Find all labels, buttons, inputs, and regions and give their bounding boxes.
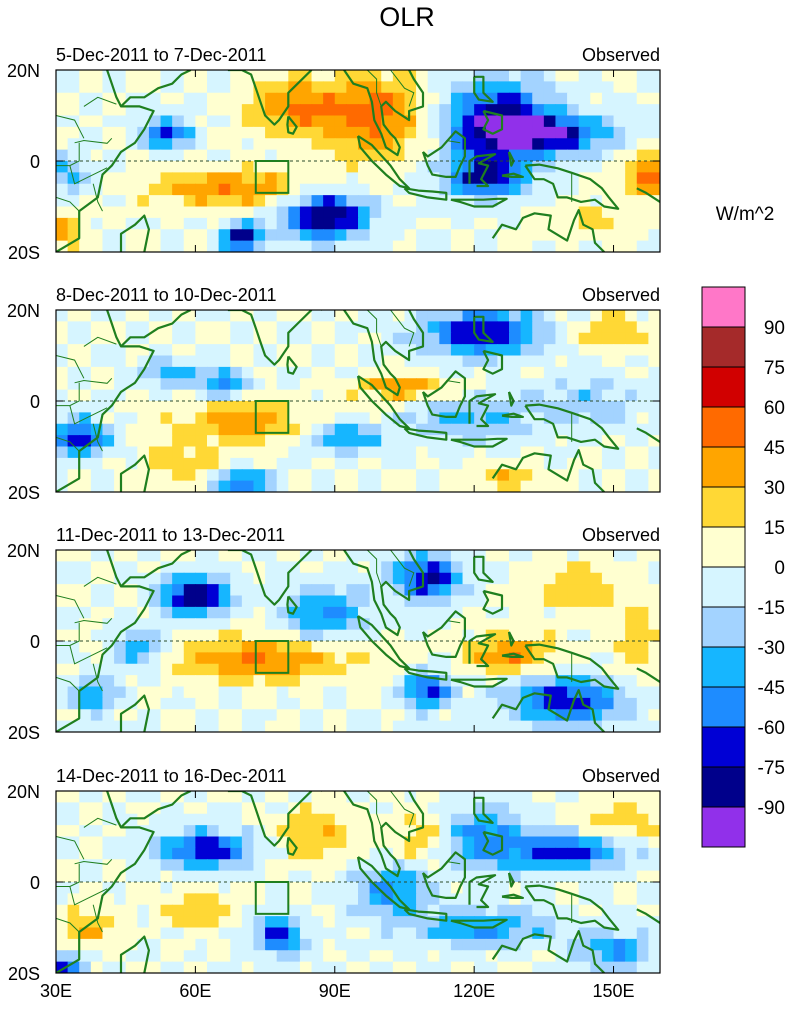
panel-period-label: 14-Dec-2011 to 16-Dec-2011 xyxy=(56,766,286,786)
colorbar-label: 15 xyxy=(764,518,785,539)
olr-anomaly-field xyxy=(56,791,660,973)
y-tick-label: 20N xyxy=(7,61,40,81)
olr-anomaly-field xyxy=(56,70,660,252)
index-box xyxy=(254,640,290,674)
colorbar-swatch xyxy=(701,566,746,608)
x-tick-label: 120E xyxy=(453,981,495,1001)
x-tick-label: 150E xyxy=(593,981,635,1001)
colorbar-swatch xyxy=(701,806,746,848)
panel-source-label: Observed xyxy=(582,766,660,786)
coastlines xyxy=(56,310,660,492)
colorbar-label: -15 xyxy=(758,598,785,619)
colorbar-swatch xyxy=(701,326,746,368)
index-box xyxy=(254,881,290,915)
colorbar-label: -60 xyxy=(758,718,785,739)
panel-period-label: 8-Dec-2011 to 10-Dec-2011 xyxy=(56,285,276,305)
coastlines xyxy=(56,70,660,252)
y-tick-label: 0 xyxy=(30,392,40,412)
colorbar-swatch xyxy=(701,406,746,448)
x-tick-label: 90E xyxy=(319,981,351,1001)
colorbar-swatch xyxy=(701,686,746,728)
colorbar-label: -45 xyxy=(758,678,785,699)
colorbar-swatch xyxy=(701,446,746,488)
y-tick-label: 20S xyxy=(8,243,40,263)
colorbar-swatch xyxy=(701,646,746,688)
x-tick-label: 30E xyxy=(40,981,72,1001)
colorbar-label: 30 xyxy=(764,478,785,499)
colorbar-label: 45 xyxy=(764,438,785,459)
colorbar-label: 90 xyxy=(764,318,785,339)
colorbar-label: -30 xyxy=(758,638,785,659)
map-panel-3: 20N 0 20S 11-Dec-2011 to 13-Dec-2011 Observe… xyxy=(7,525,661,743)
panel-period-label: 11-Dec-2011 to 13-Dec-2011 xyxy=(56,525,285,545)
panel-source-label: Observed xyxy=(582,45,660,65)
olr-anomaly-field xyxy=(56,550,660,732)
coastlines xyxy=(56,550,660,732)
colorbar-label: 60 xyxy=(764,398,785,419)
colorbar-swatch xyxy=(701,726,746,768)
map-panel-1: 20N 0 20S 5-Dec-2011 to 7-Dec-2011 Observed xyxy=(7,45,661,263)
colorbar-label: -75 xyxy=(758,758,785,779)
colorbar-swatch xyxy=(701,766,746,808)
colorbar-swatch xyxy=(701,366,746,408)
x-tick-label: 60E xyxy=(179,981,211,1001)
colorbar-label: -90 xyxy=(758,798,785,819)
y-tick-label: 20S xyxy=(8,964,40,984)
x-axis: 30E 60E 90E 120E 150E xyxy=(40,981,635,1001)
colorbar-swatch xyxy=(701,526,746,568)
coastlines xyxy=(56,791,660,973)
index-box xyxy=(254,400,290,434)
figure-title: OLR xyxy=(379,2,435,32)
panel-source-label: Observed xyxy=(582,285,660,305)
panel-source-label: Observed xyxy=(582,525,660,545)
units-label: W/m^2 xyxy=(716,204,775,225)
colorbar-label: 75 xyxy=(764,358,785,379)
colorbar-label: 0 xyxy=(774,558,785,579)
panel-period-label: 5-Dec-2011 to 7-Dec-2011 xyxy=(56,45,266,65)
y-tick-label: 20N xyxy=(7,541,40,561)
index-box xyxy=(254,160,290,194)
colorbar-swatch xyxy=(701,606,746,648)
map-panel-2: 20N 0 20S 8-Dec-2011 to 10-Dec-2011 Observed xyxy=(7,285,661,503)
colorbar-swatch xyxy=(701,486,746,528)
y-tick-label: 0 xyxy=(30,632,40,652)
y-tick-label: 20S xyxy=(8,723,40,743)
y-tick-label: 20N xyxy=(7,782,40,802)
y-tick-label: 0 xyxy=(30,873,40,893)
y-tick-label: 20S xyxy=(8,483,40,503)
colorbar: 90 75 60 45 30 15 0 -15 -30 -45 -60 -75 -90 xyxy=(701,286,785,848)
map-panel-4: 20N 0 20S 14-Dec-2011 to 16-Dec-2011 Observe… xyxy=(7,766,661,984)
colorbar-swatch xyxy=(701,286,746,328)
y-tick-label: 20N xyxy=(7,301,40,321)
y-tick-label: 0 xyxy=(30,152,40,172)
